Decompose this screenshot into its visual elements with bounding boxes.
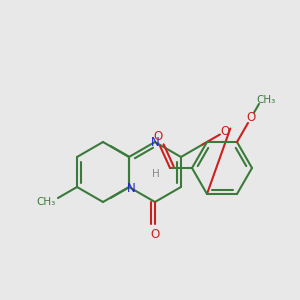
Text: O: O [246, 111, 256, 124]
Text: N: N [151, 136, 159, 148]
Text: H: H [152, 169, 160, 179]
Text: CH₃: CH₃ [256, 94, 276, 105]
Text: CH₃: CH₃ [36, 197, 56, 207]
Text: O: O [150, 227, 160, 241]
Text: N: N [127, 182, 135, 196]
Text: O: O [220, 125, 230, 138]
Text: O: O [153, 130, 163, 142]
